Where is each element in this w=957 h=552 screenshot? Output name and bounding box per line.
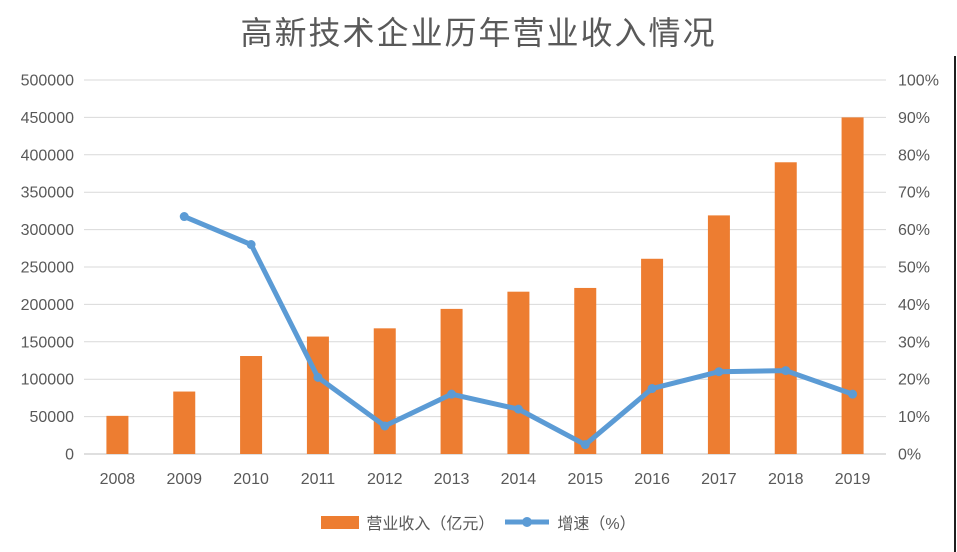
y-axis-label-right: 60% [898,222,930,239]
x-axis-label-2018: 2018 [768,471,804,488]
y-axis-label-left: 300000 [21,222,74,239]
growth-line-swatch-icon [505,517,550,527]
x-axis-label-2012: 2012 [367,471,403,488]
bar-2014 [507,291,530,454]
y-axis-label-left: 350000 [21,185,74,202]
legend-item-growth: 增速（%） [504,510,636,534]
x-axis-label-2011: 2011 [301,471,336,488]
growth-point-2011 [313,372,323,382]
growth-point-2013 [447,389,457,399]
y-axis-label-left: 400000 [21,147,74,164]
y-axis-label-left: 0 [65,447,74,464]
bar-2010 [240,356,263,454]
x-axis-label-2015: 2015 [567,471,603,488]
y-axis-label-right: 10% [898,409,930,426]
y-axis-label-right: 100% [898,73,939,90]
x-axis-label-2019: 2019 [835,471,871,488]
x-axis-label-2016: 2016 [634,471,670,488]
growth-point-2018 [781,366,791,376]
y-axis-label-left: 200000 [21,297,74,314]
x-axis-label-2013: 2013 [434,471,470,488]
y-axis-label-left: 450000 [21,110,74,127]
y-axis-label-right: 30% [898,334,930,351]
x-axis-label-2017: 2017 [701,471,737,488]
y-axis-label-right: 40% [898,297,930,314]
growth-point-2019 [848,389,858,399]
x-axis-label-2009: 2009 [166,471,202,488]
bar-2011 [306,336,329,454]
bar-2018 [774,162,797,454]
y-axis-label-right: 0% [898,447,921,464]
growth-point-2015 [580,440,590,450]
bar-2013 [440,308,463,454]
growth-point-2012 [380,421,390,431]
bar-2017 [707,215,730,454]
bar-2008 [106,415,129,454]
y-axis-label-right: 50% [898,260,930,277]
x-axis-label-2010: 2010 [233,471,269,488]
legend-label-revenue: 营业收入（亿元） [366,516,495,533]
y-axis-label-left: 100000 [21,372,74,389]
bar-2016 [641,258,664,454]
bar-2015 [574,287,597,454]
chart-plot-area: 0 0% 50000 10% 100000 20% 150000 30% 200000 40% 25… [21,73,939,489]
bar-2009 [173,391,196,454]
y-axis-label-right: 20% [898,372,930,389]
y-axis-label-left: 250000 [21,260,74,277]
bar-2019 [841,117,864,455]
growth-point-2017 [714,367,724,377]
growth-point-2010 [246,240,256,250]
x-axis-label-2014: 2014 [501,471,537,488]
y-axis-label-right: 90% [898,110,930,127]
growth-point-2014 [513,404,523,414]
y-axis-label-left: 500000 [21,73,74,90]
y-axis-label-left: 150000 [21,334,74,351]
y-axis-label-right: 80% [898,147,930,164]
right-edge-border [954,56,956,552]
legend-item-revenue: 营业收入（亿元） [321,510,494,534]
x-axis-label-2008: 2008 [100,471,136,488]
bar-2012 [373,328,396,454]
chart-legend: 营业收入（亿元） 增速（%） [0,510,957,534]
revenue-bar-swatch-icon [321,515,360,529]
chart-title: 高新技术企业历年营业收入情况 [240,15,717,51]
legend-label-growth: 增速（%） [557,516,636,533]
y-axis-label-right: 70% [898,185,930,202]
growth-point-2009 [179,212,189,222]
y-axis-label-left: 50000 [30,409,75,426]
growth-point-2016 [647,384,657,394]
